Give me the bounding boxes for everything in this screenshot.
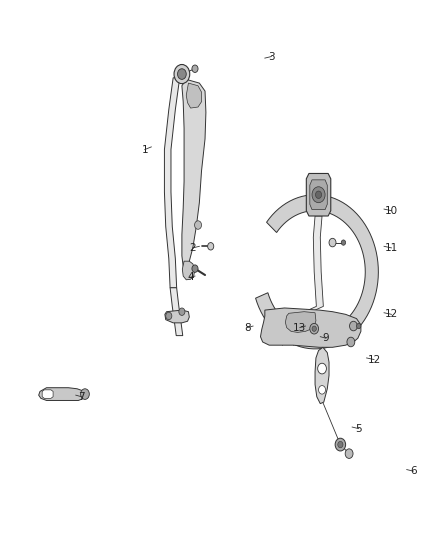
Text: 7: 7 <box>78 392 85 402</box>
Text: 2: 2 <box>190 243 196 253</box>
Polygon shape <box>42 390 53 398</box>
Polygon shape <box>182 79 206 269</box>
Circle shape <box>357 324 361 329</box>
Polygon shape <box>261 308 361 348</box>
Circle shape <box>345 449 353 458</box>
Polygon shape <box>255 195 378 349</box>
Text: 13: 13 <box>293 322 307 333</box>
Polygon shape <box>39 387 86 400</box>
Circle shape <box>347 337 355 347</box>
Polygon shape <box>164 78 180 288</box>
Circle shape <box>192 65 198 72</box>
Circle shape <box>194 221 201 229</box>
Polygon shape <box>310 180 327 209</box>
Circle shape <box>177 69 186 79</box>
Circle shape <box>312 187 325 203</box>
Text: 4: 4 <box>187 272 194 282</box>
Circle shape <box>312 326 316 332</box>
Circle shape <box>318 385 325 394</box>
Polygon shape <box>170 288 183 336</box>
Text: 8: 8 <box>244 322 251 333</box>
Circle shape <box>174 64 190 84</box>
Circle shape <box>338 441 343 448</box>
Circle shape <box>335 438 346 451</box>
Text: 3: 3 <box>268 52 275 61</box>
Circle shape <box>208 243 214 250</box>
Text: 5: 5 <box>355 424 362 434</box>
Circle shape <box>315 191 321 198</box>
Circle shape <box>310 324 318 334</box>
Polygon shape <box>286 312 316 333</box>
Circle shape <box>179 308 185 316</box>
Circle shape <box>81 389 89 399</box>
Text: 12: 12 <box>367 354 381 365</box>
Circle shape <box>166 312 172 320</box>
Circle shape <box>318 364 326 374</box>
Circle shape <box>329 238 336 247</box>
Text: 10: 10 <box>385 206 398 216</box>
Text: 6: 6 <box>410 466 417 476</box>
Polygon shape <box>276 216 323 325</box>
Circle shape <box>350 321 357 331</box>
Text: 1: 1 <box>141 144 148 155</box>
Text: 9: 9 <box>323 333 329 343</box>
Polygon shape <box>165 310 189 323</box>
Polygon shape <box>182 261 195 280</box>
Text: 12: 12 <box>385 309 398 319</box>
Circle shape <box>192 265 198 272</box>
Text: 11: 11 <box>385 243 398 253</box>
Polygon shape <box>186 83 201 108</box>
Circle shape <box>341 240 346 245</box>
Polygon shape <box>315 348 329 403</box>
Polygon shape <box>306 173 331 216</box>
